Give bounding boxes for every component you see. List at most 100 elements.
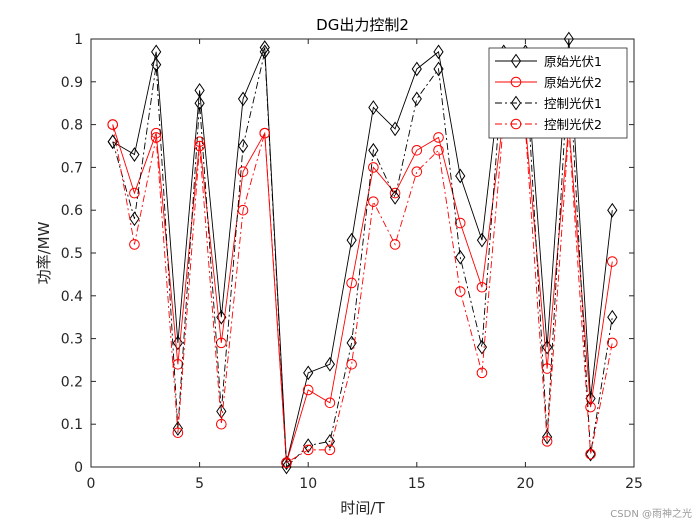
data-point (476, 339, 488, 355)
data-point (607, 309, 618, 325)
data-point (216, 418, 227, 430)
data-point (324, 433, 336, 449)
data-point (433, 132, 444, 143)
data-point (585, 401, 596, 413)
y-tick-label: 0 (74, 460, 83, 476)
data-point (346, 232, 357, 248)
series-2 (107, 110, 618, 469)
data-point (454, 286, 466, 297)
data-point (411, 144, 423, 156)
data-point (585, 446, 596, 462)
data-point (237, 91, 249, 107)
data-point (346, 277, 357, 289)
legend-entry: 控制光伏1 (495, 95, 602, 111)
data-point (150, 132, 162, 143)
data-point (324, 444, 336, 456)
y-tick-label: 0.8 (61, 118, 83, 134)
data-point (151, 57, 162, 73)
y-tick-label: 0.6 (61, 203, 83, 219)
data-point (346, 358, 357, 370)
y-axis-label: 功率/MW (35, 221, 53, 284)
x-tick-label: 10 (299, 476, 317, 492)
data-point (433, 144, 444, 156)
data-point (259, 127, 271, 139)
data-point (194, 95, 205, 111)
y-tick-label: 0.7 (61, 160, 83, 176)
legend-box (488, 47, 628, 139)
data-point (389, 121, 401, 137)
data-point (172, 335, 183, 351)
y-tick-label: 0.2 (61, 374, 83, 390)
data-point (281, 455, 292, 471)
data-point (411, 61, 422, 77)
legend-entry: 控制光伏2 (495, 117, 602, 132)
x-tick-label: 0 (87, 476, 96, 492)
x-ticks: 0 5 10 15 20 25 (87, 39, 643, 492)
data-point (281, 457, 292, 469)
data-point (368, 100, 379, 115)
x-axis-label: 时间/T (340, 499, 385, 517)
data-point (259, 44, 270, 60)
data-point (303, 438, 314, 453)
data-point (542, 339, 553, 355)
data-point (303, 365, 314, 381)
data-point (324, 397, 336, 409)
y-tick-label: 1 (74, 32, 83, 48)
legend-entry: 原始光伏1 (495, 53, 602, 69)
data-point (172, 421, 183, 436)
data-point (585, 448, 596, 460)
data-point (541, 436, 553, 447)
data-point (606, 337, 618, 349)
data-point (129, 239, 140, 250)
x-tick-label: 5 (195, 476, 204, 492)
series-line (112, 115, 613, 463)
series-line (112, 119, 613, 464)
data-point (368, 196, 379, 207)
series-4 (107, 115, 618, 469)
data-point (389, 189, 401, 205)
data-point (476, 232, 488, 248)
data-point (129, 211, 140, 227)
y-ticks: 0 0.1 0.2 0.3 0.4 0.5 0.6 0.7 0.8 0.9 1 (61, 32, 634, 476)
data-point (129, 187, 140, 199)
legend-marker (510, 118, 522, 130)
y-tick-label: 0.5 (61, 246, 83, 262)
data-point (129, 147, 140, 162)
data-point (302, 384, 314, 396)
data-point (302, 444, 314, 456)
data-point (107, 119, 119, 130)
data-point (607, 202, 618, 218)
x-tick-label: 25 (625, 476, 643, 492)
data-point (237, 138, 249, 154)
data-point (476, 281, 488, 293)
data-point (606, 256, 618, 267)
legend-marker (510, 53, 522, 69)
series-line (112, 51, 613, 469)
data-point (368, 162, 379, 173)
watermark: CSDN @雨神之光 (610, 509, 692, 520)
x-tick-label: 15 (408, 476, 426, 492)
y-tick-label: 0.4 (61, 289, 83, 305)
legend-marker (510, 95, 522, 111)
legend: 原始光伏1 原始光伏2 控制光伏1 控制光伏2 (488, 47, 628, 139)
data-point (237, 204, 249, 216)
data-point (389, 187, 401, 199)
legend-label: 控制光伏1 (544, 96, 602, 111)
data-point (216, 403, 227, 419)
data-point (563, 31, 574, 47)
y-tick-label: 0.9 (61, 75, 83, 91)
data-point (368, 142, 379, 158)
legend-marker (510, 76, 522, 88)
y-tick-label: 0.3 (61, 332, 83, 348)
data-point (476, 367, 488, 379)
data-point (542, 429, 553, 445)
data-point (389, 239, 401, 250)
data-point (433, 61, 444, 77)
legend-entry: 原始光伏2 (495, 75, 602, 90)
data-point (455, 249, 466, 265)
data-point (172, 427, 184, 439)
data-point (194, 140, 205, 152)
data-point (455, 168, 466, 184)
x-tick-label: 20 (516, 476, 534, 492)
